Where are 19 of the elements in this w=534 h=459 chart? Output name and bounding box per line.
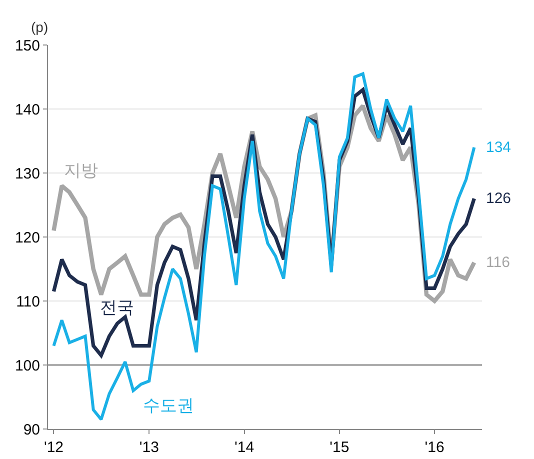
y-tick-label: 90: [23, 421, 40, 438]
y-tick-label: 140: [14, 101, 40, 118]
x-tick-label: '13: [139, 439, 159, 456]
x-tick-label: '15: [330, 439, 350, 456]
x-tick-label: '12: [44, 439, 64, 456]
y-tick-label: 120: [14, 229, 40, 246]
data-label: 134: [486, 139, 512, 156]
y-axis-title: (p): [31, 19, 48, 35]
y-tick-label: 100: [14, 357, 40, 374]
series-label: 지방: [64, 161, 98, 180]
data-label: 116: [486, 254, 510, 271]
data-label: 126: [486, 190, 512, 207]
x-tick-label: '16: [424, 439, 444, 456]
series-label: 전국: [100, 298, 134, 317]
series-label: 수도권: [143, 396, 194, 415]
y-tick-label: 130: [14, 165, 40, 182]
x-tick-label: '14: [234, 439, 254, 456]
y-tick-label: 110: [16, 293, 40, 310]
y-tick-label: 150: [14, 37, 40, 54]
